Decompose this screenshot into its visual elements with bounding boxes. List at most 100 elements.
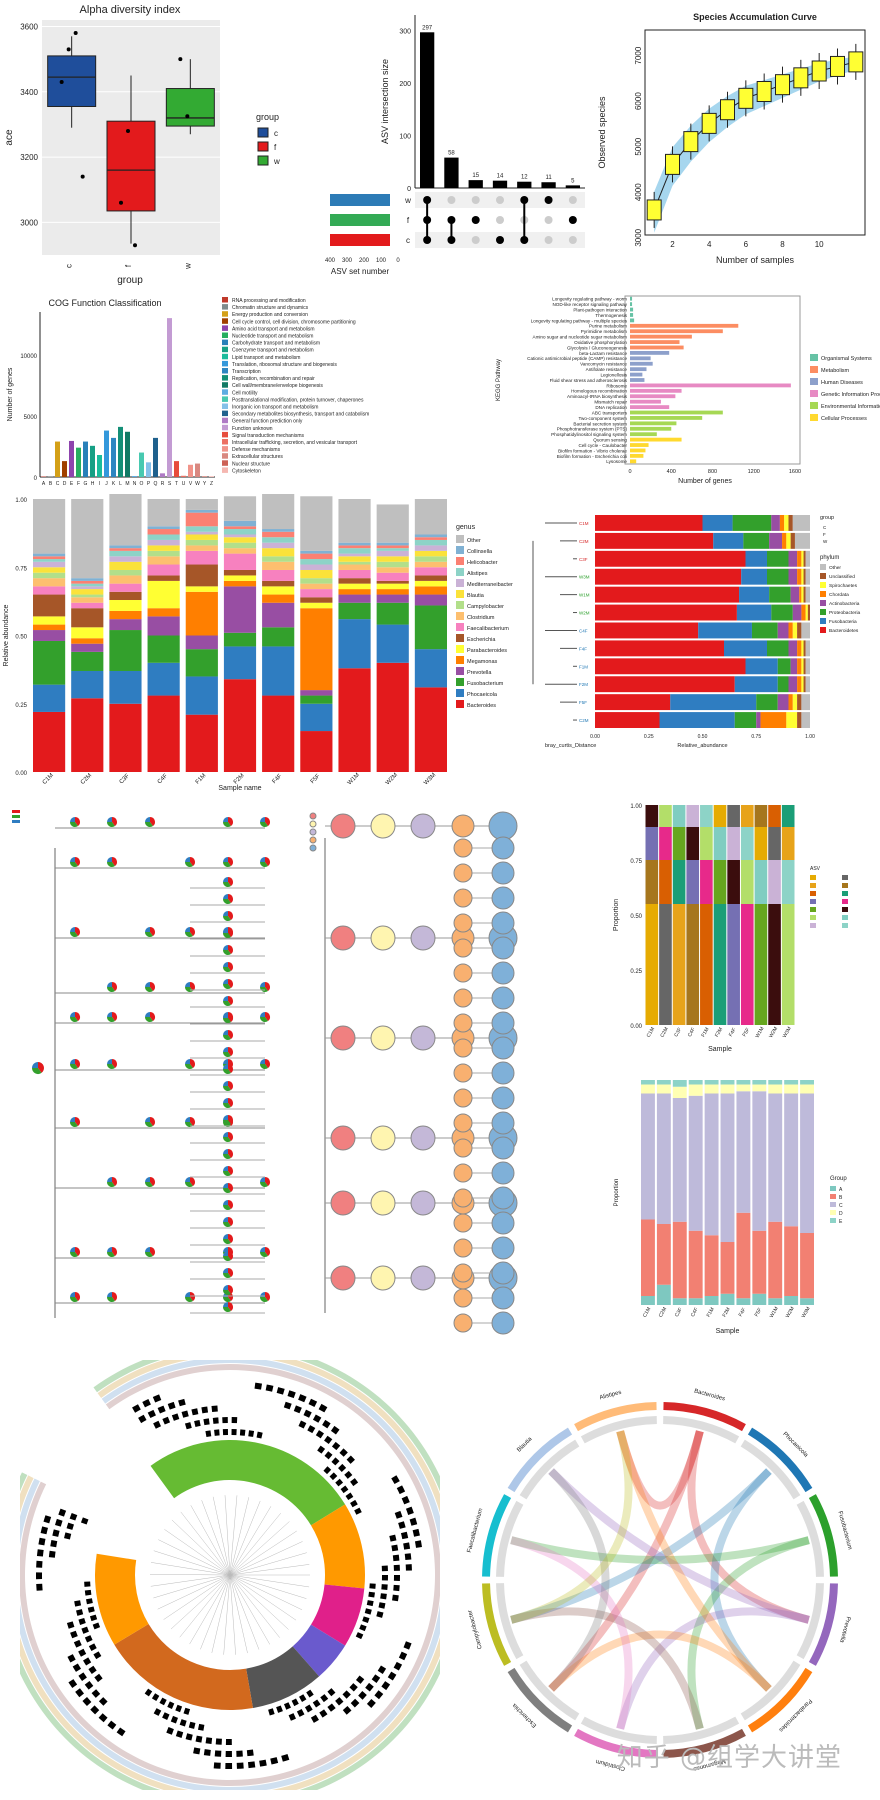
tree-branch (212, 1496, 231, 1576)
legend-swatch (820, 609, 826, 615)
genus-bar-Bacteroides (262, 695, 295, 772)
chord-inner-ring (580, 1716, 657, 1744)
y-tick-label: 200 (399, 81, 411, 88)
tree-node (370, 1125, 396, 1151)
tree-branch (201, 1500, 231, 1576)
pie-slice (260, 1017, 268, 1022)
pie-slice (190, 857, 195, 867)
legend-swatch (222, 453, 228, 459)
tree-node (453, 1013, 473, 1033)
pie-slice (107, 1064, 115, 1069)
heatmap-cell (211, 1405, 218, 1412)
tree-branch (179, 1574, 231, 1638)
kegg-bar (630, 453, 644, 458)
genus-bar-Mediterraneibacter (185, 531, 218, 535)
x-tick-label: J (105, 481, 108, 487)
tree-node (410, 1265, 436, 1291)
genus-bar-Prevotella (223, 586, 257, 633)
genus-bar-Fusobacterium (109, 630, 142, 671)
legend-swatch (222, 353, 228, 360)
heatmap-cell (236, 1762, 244, 1769)
legend-swatch (810, 875, 816, 880)
legend-label: Escherichia (467, 637, 496, 643)
genus-bar-Phocaeicola (414, 649, 447, 688)
group-bar-D (672, 1086, 687, 1098)
genus-bar-Blautia (262, 548, 295, 557)
heatmap-cell (50, 1540, 58, 1548)
tree-branch (229, 1552, 307, 1576)
legend-swatch (222, 396, 228, 402)
pie-slice (145, 1122, 153, 1127)
kegg-bar (630, 399, 661, 404)
intersection-value: 5 (571, 178, 575, 184)
legend-label: Cell wall/membrane/envelope biogenesis (232, 383, 323, 389)
legend-swatch (456, 678, 464, 686)
x-tick-label: W3M (423, 772, 437, 786)
heatmap-cell (98, 1713, 108, 1723)
asv-bar (740, 827, 754, 860)
x-tick-label: O (140, 481, 144, 487)
heatmap-cell (67, 1654, 76, 1663)
group-bar-D (704, 1084, 719, 1094)
kegg-bar (630, 443, 649, 447)
pie-slice (260, 857, 265, 862)
legend-label: Posttranslational modification, protein … (232, 397, 364, 403)
heatmap-cell (291, 1698, 299, 1707)
pie-slice (70, 817, 75, 822)
tree-branch (229, 1574, 307, 1599)
y-tick-label: 10000 (20, 354, 37, 360)
heatmap-cell (162, 1416, 171, 1425)
genus-bar-Mediterraneibacter (262, 542, 295, 549)
legend-label: f (274, 143, 277, 152)
x-tick-label: 6 (744, 240, 749, 249)
x-tick-label: c (65, 264, 74, 268)
legend-label: Cell motility (232, 390, 258, 396)
x-axis-label: group (117, 275, 143, 286)
kegg-bar (630, 383, 791, 388)
x-tick-label: W1M (755, 1026, 766, 1039)
heatmap-cell (312, 1699, 321, 1708)
legend-swatch (810, 923, 816, 928)
group-bar-B (641, 1219, 655, 1296)
group-bar-E (688, 1080, 703, 1085)
genus-bar-Clostridium (147, 556, 180, 565)
tree-node (491, 1136, 515, 1160)
pie-slice (228, 1132, 233, 1142)
x-tick-label: T (175, 481, 178, 487)
pie-slice (223, 1115, 228, 1120)
box-f (106, 120, 156, 212)
legend-swatch (830, 1186, 836, 1191)
legend-label: Inorganic ion transport and metabolism (232, 405, 318, 411)
x-tick-label: W2M (768, 1026, 779, 1039)
clade-arc (94, 1553, 149, 1645)
tree-node (488, 811, 518, 841)
phylum-bar-Bacteroidetes (595, 694, 671, 711)
heatmap-cell (389, 1534, 397, 1542)
pie-slice (185, 987, 193, 992)
asv-bar (672, 860, 686, 904)
asv-bar (727, 827, 740, 860)
group-legend-label: C (823, 525, 827, 530)
genus-bar-Parabacteroides (376, 583, 409, 590)
tree-node (453, 1163, 473, 1183)
pie-slice (150, 1012, 156, 1022)
phylum-bar-Unclassified (803, 658, 806, 675)
pie-slice (145, 1012, 150, 1017)
x-tick-label: w (183, 263, 192, 270)
heatmap-cell (70, 1630, 78, 1639)
x-tick-label: C3F (119, 773, 131, 785)
kegg-bar (630, 361, 653, 366)
pie-slice (145, 1017, 153, 1022)
genus-bar-Mediterraneibacter (414, 545, 447, 551)
phylum-bar-Actinobacteria (788, 568, 798, 585)
kegg-chart: Longevity regulating pathway - worm NOD-l… (480, 292, 880, 492)
phylum-bar-Unclassified (803, 586, 806, 603)
pie-slice (107, 857, 112, 862)
legend-swatch (222, 439, 228, 445)
heatmap-cell (94, 1673, 103, 1683)
legend-swatch (820, 573, 826, 579)
heatmap-cell (327, 1688, 336, 1697)
asv-bar (686, 860, 700, 904)
tree-node (491, 1111, 515, 1135)
genus-bar-Other (376, 504, 409, 543)
